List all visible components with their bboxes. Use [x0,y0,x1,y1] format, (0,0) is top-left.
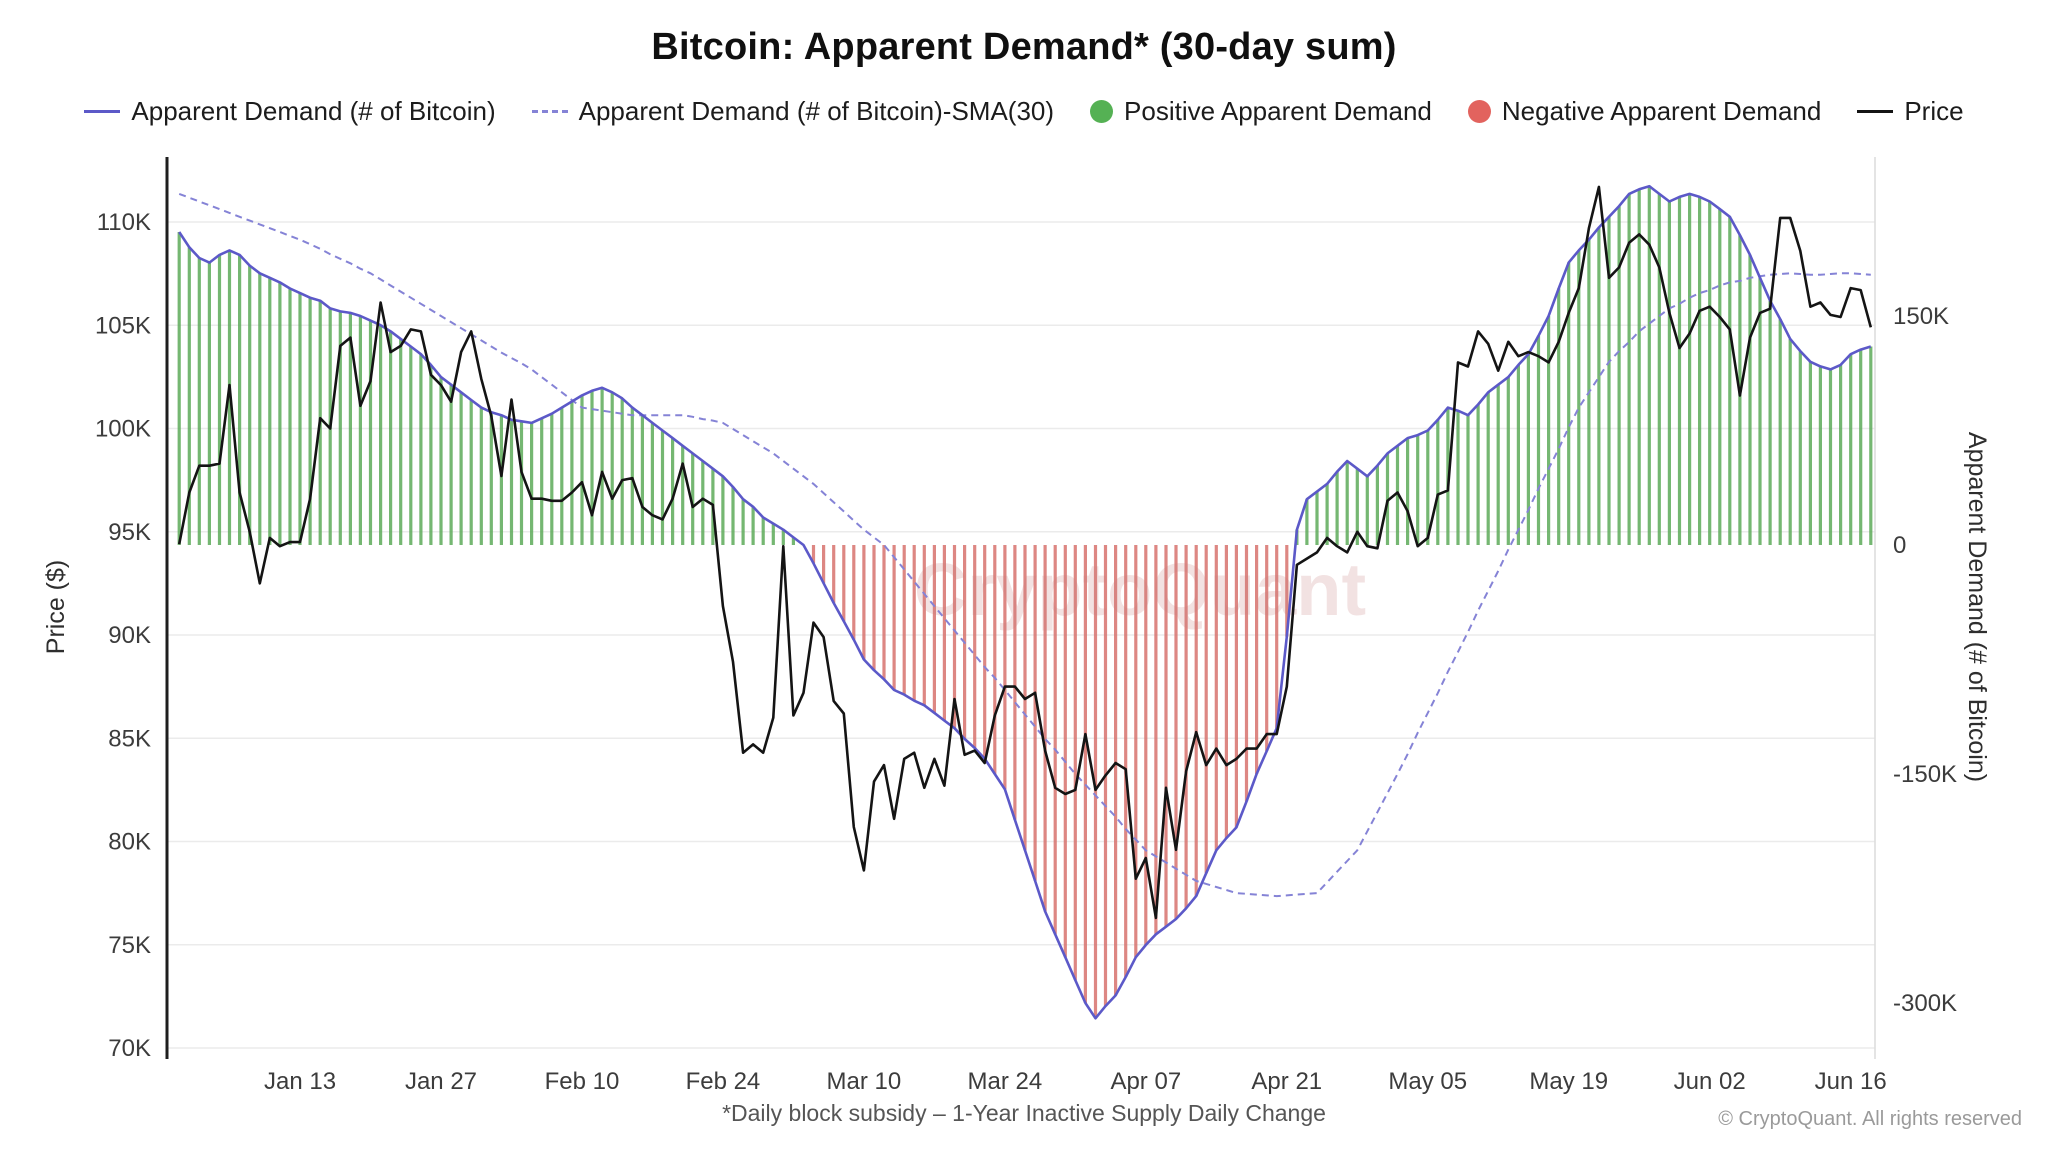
apparent-demand-line [178,184,1872,1020]
price-line [177,185,1873,920]
x-axis-tick-label: Mar 24 [968,1068,1043,1095]
left-axis-tick-label: 95K [108,519,151,546]
left-axis-tick-label: 110K [97,209,151,236]
x-axis-tick-label: Feb 10 [545,1068,620,1095]
right-axis-tick-label: -150K [1893,761,1957,788]
x-axis-tick-label: Apr 21 [1251,1068,1322,1095]
right-axis-tick-label: 0 [1893,532,1906,559]
x-axis-tick-label: Jun 02 [1674,1068,1746,1095]
x-axis-tick-label: Feb 24 [686,1068,761,1095]
legend: Apparent Demand (# of Bitcoin) Apparent D… [0,96,2048,127]
negative-apparent-demand-dot-icon [1467,100,1491,123]
legend-label: Price [1904,96,1964,126]
x-axis-tick-label: May 19 [1529,1068,1608,1095]
x-axis-tick-label: Jun 16 [1815,1068,1887,1095]
legend-label: Negative Apparent Demand [1501,96,1822,126]
left-axis-tick-label: 70K [108,1035,151,1062]
price-line-swatch [1857,110,1894,113]
x-axis-tick-label: Mar 10 [827,1068,902,1095]
left-axis-tick-label: 100K [95,416,151,443]
left-axis-tick-label: 105K [95,312,151,339]
legend-label: Positive Apparent Demand [1124,96,1432,126]
x-axis-tick-label: Jan 27 [405,1068,477,1095]
x-axis-tick-label: Apr 07 [1110,1068,1181,1095]
watermark: CryptoQuant [914,548,1366,631]
x-axis-tick-label: Jan 13 [264,1068,336,1095]
right-axis-tick-label: -300K [1893,990,1957,1017]
legend-item-negative-apparent-demand[interactable]: Negative Apparent Demand [1467,96,1822,127]
copyright: © CryptoQuant. All rights reserved [1718,1108,2022,1130]
legend-item-positive-apparent-demand[interactable]: Positive Apparent Demand [1090,96,1432,127]
right-axis-tick-label: 150K [1893,303,1949,330]
positive-apparent-demand-dot-icon [1090,100,1114,123]
negative-demand-bars [811,545,1289,1019]
right-axis-title: Apparent Demand (# of Bitcoin) [1963,431,1991,783]
left-axis-tick-label: 80K [108,829,151,856]
legend-label: Apparent Demand (# of Bitcoin) [131,96,496,126]
footnote: *Daily block subsidy – 1-Year Inactive S… [722,1100,1326,1126]
legend-item-price[interactable]: Price [1857,96,1964,127]
left-axis-tick-label: 85K [108,725,151,752]
chart-title: Bitcoin: Apparent Demand* (30-day sum) [651,26,1397,68]
left-axis-tick-label: 75K [108,932,151,959]
apparent-demand-line-swatch [84,110,121,113]
apparent-demand-sma30-line-swatch [531,110,568,113]
legend-item-apparent-demand-sma30[interactable]: Apparent Demand (# of Bitcoin)-SMA(30) [531,96,1055,127]
left-axis-tick-label: 90K [108,622,151,649]
legend-item-apparent-demand[interactable]: Apparent Demand (# of Bitcoin) [84,96,496,127]
legend-label: Apparent Demand (# of Bitcoin)-SMA(30) [578,96,1055,126]
x-axis-tick-label: May 05 [1388,1068,1467,1095]
sma-line [178,192,1871,898]
